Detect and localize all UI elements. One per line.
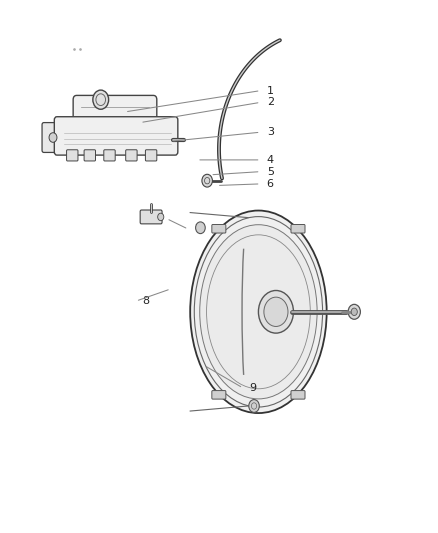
Text: 8: 8 bbox=[142, 296, 149, 306]
Text: 5: 5 bbox=[267, 167, 274, 176]
Text: 1: 1 bbox=[267, 86, 274, 95]
FancyBboxPatch shape bbox=[54, 117, 178, 155]
FancyBboxPatch shape bbox=[42, 123, 64, 152]
FancyBboxPatch shape bbox=[291, 224, 305, 233]
Circle shape bbox=[93, 90, 109, 109]
Circle shape bbox=[351, 308, 357, 316]
FancyBboxPatch shape bbox=[126, 150, 137, 161]
Circle shape bbox=[202, 174, 212, 187]
FancyBboxPatch shape bbox=[212, 224, 226, 233]
Ellipse shape bbox=[200, 225, 317, 399]
Circle shape bbox=[348, 304, 360, 319]
FancyBboxPatch shape bbox=[104, 150, 115, 161]
Ellipse shape bbox=[190, 211, 327, 413]
Circle shape bbox=[49, 133, 57, 142]
Circle shape bbox=[196, 222, 205, 233]
Text: 3: 3 bbox=[267, 127, 274, 137]
FancyBboxPatch shape bbox=[84, 150, 95, 161]
Text: 9: 9 bbox=[249, 383, 256, 393]
Circle shape bbox=[158, 213, 164, 221]
Circle shape bbox=[249, 400, 259, 413]
FancyBboxPatch shape bbox=[291, 391, 305, 399]
FancyBboxPatch shape bbox=[67, 150, 78, 161]
FancyBboxPatch shape bbox=[145, 150, 157, 161]
Ellipse shape bbox=[264, 297, 288, 326]
Text: 2: 2 bbox=[267, 98, 274, 107]
FancyBboxPatch shape bbox=[140, 210, 162, 224]
Ellipse shape bbox=[258, 290, 293, 333]
Text: 7: 7 bbox=[194, 224, 201, 234]
Text: 6: 6 bbox=[267, 179, 274, 189]
Text: 4: 4 bbox=[267, 155, 274, 165]
FancyBboxPatch shape bbox=[212, 391, 226, 399]
FancyBboxPatch shape bbox=[73, 95, 157, 135]
